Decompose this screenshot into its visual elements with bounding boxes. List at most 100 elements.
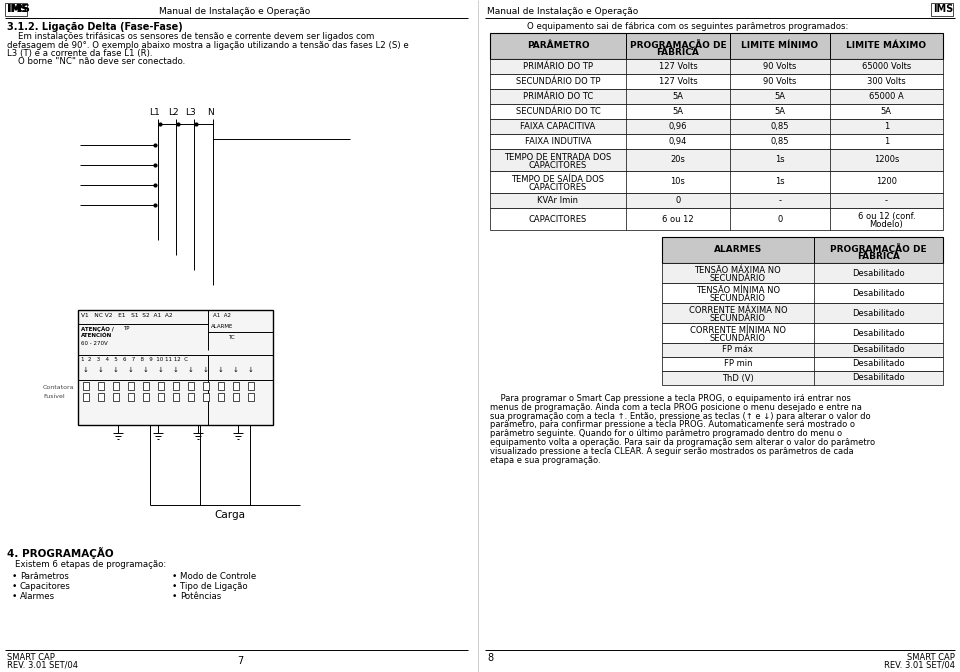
Text: Contatora: Contatora <box>43 385 75 390</box>
Text: L2: L2 <box>168 108 179 117</box>
Text: 127 Volts: 127 Volts <box>659 77 697 86</box>
Text: O equipamento sai de fábrica com os seguintes parâmetros programados:: O equipamento sai de fábrica com os segu… <box>527 22 849 31</box>
Text: •: • <box>172 592 178 601</box>
Text: Parâmetros: Parâmetros <box>20 572 69 581</box>
Text: •: • <box>172 582 178 591</box>
Text: 0,94: 0,94 <box>669 137 687 146</box>
Text: parâmetro seguinte. Quando for o último parâmetro programado dentro do menu o: parâmetro seguinte. Quando for o último … <box>490 429 842 438</box>
Bar <box>248 393 254 401</box>
Bar <box>173 382 179 390</box>
Text: Manual de Instalação e Operação: Manual de Instalação e Operação <box>159 7 311 16</box>
Text: Alarmes: Alarmes <box>20 592 55 601</box>
Bar <box>490 134 943 149</box>
Text: 1: 1 <box>884 137 889 146</box>
Text: 65000 A: 65000 A <box>869 92 903 101</box>
Text: PROGRAMAÇÃO DE: PROGRAMAÇÃO DE <box>830 243 926 254</box>
Text: -: - <box>779 196 781 205</box>
Text: PARÂMETRO: PARÂMETRO <box>527 42 589 50</box>
Text: •: • <box>12 572 17 581</box>
Text: defasagem de 90°. O exemplo abaixo mostra a ligação utilizando a tensão das fase: defasagem de 90°. O exemplo abaixo mostr… <box>7 40 409 50</box>
Text: 300 Volts: 300 Volts <box>867 77 905 86</box>
Text: 60 - 270V: 60 - 270V <box>81 341 108 346</box>
Text: ATENCIÓN: ATENCIÓN <box>81 333 112 338</box>
Text: Para programar o Smart Cap pressione a tecla PROG, o equipamento irá entrar nos: Para programar o Smart Cap pressione a t… <box>490 394 851 403</box>
Bar <box>143 393 149 401</box>
Bar <box>233 382 239 390</box>
Text: ATENÇÃO /: ATENÇÃO / <box>81 326 113 332</box>
Bar <box>188 382 194 390</box>
Text: ↓: ↓ <box>218 367 224 373</box>
Text: IMS: IMS <box>7 4 30 14</box>
Text: TENSÃO MÁXIMA NO: TENSÃO MÁXIMA NO <box>694 266 781 275</box>
Text: equipamento volta a operação. Para sair da programação sem alterar o valor do pa: equipamento volta a operação. Para sair … <box>490 438 876 447</box>
Bar <box>662 263 943 283</box>
Text: 3.1.2. Ligação Delta (Fase-Fase): 3.1.2. Ligação Delta (Fase-Fase) <box>7 22 182 32</box>
Bar <box>490 149 943 171</box>
Text: CORRENTE MÍNIMA NO: CORRENTE MÍNIMA NO <box>690 326 786 335</box>
Text: CAPACITORES: CAPACITORES <box>529 161 588 170</box>
Bar <box>83 382 89 390</box>
Bar <box>83 393 89 401</box>
Text: 65000 Volts: 65000 Volts <box>862 62 911 71</box>
Text: ↓: ↓ <box>158 367 164 373</box>
Bar <box>233 393 239 401</box>
Text: Potências: Potências <box>180 592 221 601</box>
Text: 0,85: 0,85 <box>771 122 789 131</box>
Text: 5A: 5A <box>673 107 684 116</box>
Text: etapa e sua programação.: etapa e sua programação. <box>490 456 601 464</box>
Text: Desabilitado: Desabilitado <box>852 374 904 382</box>
Text: 8: 8 <box>487 653 493 663</box>
Text: ThD (V): ThD (V) <box>722 374 754 382</box>
Text: ALARME: ALARME <box>211 324 233 329</box>
Text: Modo de Controle: Modo de Controle <box>180 572 256 581</box>
Text: FAIXA CAPACITIVA: FAIXA CAPACITIVA <box>520 122 595 131</box>
Text: SECUNDÁRIO DO TP: SECUNDÁRIO DO TP <box>516 77 600 86</box>
Bar <box>158 393 164 401</box>
Text: •: • <box>172 572 178 581</box>
Text: SMART CAP: SMART CAP <box>7 653 55 662</box>
Bar <box>490 193 943 208</box>
Text: ↓: ↓ <box>204 367 209 373</box>
Text: V1   NC V2   E1   S1  S2  A1  A2: V1 NC V2 E1 S1 S2 A1 A2 <box>81 313 173 318</box>
Text: N: N <box>206 108 213 117</box>
Text: CORRENTE MÁXIMA NO: CORRENTE MÁXIMA NO <box>688 306 787 315</box>
Text: 1  2   3   4   5   6   7   8   9  10 11 12  C: 1 2 3 4 5 6 7 8 9 10 11 12 C <box>81 357 188 362</box>
Text: Desabilitado: Desabilitado <box>852 345 904 355</box>
Text: TEMPO DE SAÍDA DOS: TEMPO DE SAÍDA DOS <box>512 175 605 184</box>
Text: FAIXA INDUTIVA: FAIXA INDUTIVA <box>525 137 591 146</box>
Text: sua programação com a tecla ↑. Então, pressione as teclas (↑ e ↓) para alterar o: sua programação com a tecla ↑. Então, pr… <box>490 411 871 421</box>
Text: Modelo): Modelo) <box>870 220 903 229</box>
Text: REV. 3.01 SET/04: REV. 3.01 SET/04 <box>884 661 955 670</box>
Bar <box>218 393 224 401</box>
Text: ALARMES: ALARMES <box>713 245 762 255</box>
Bar <box>490 119 943 134</box>
Text: -: - <box>885 196 888 205</box>
Text: IMS: IMS <box>7 4 27 14</box>
Text: A1  A2: A1 A2 <box>213 313 231 318</box>
Bar <box>188 393 194 401</box>
Text: TP: TP <box>123 326 130 331</box>
Text: TC: TC <box>228 335 234 340</box>
Bar <box>143 382 149 390</box>
Text: 5A: 5A <box>881 107 892 116</box>
Text: CAPACITORES: CAPACITORES <box>529 183 588 192</box>
Text: PROGRAMAÇÃO DE: PROGRAMAÇÃO DE <box>630 39 727 50</box>
Text: Carga: Carga <box>214 510 246 520</box>
Text: 0,85: 0,85 <box>771 137 789 146</box>
Bar <box>98 382 104 390</box>
Text: ↓: ↓ <box>233 367 239 373</box>
Text: L1: L1 <box>150 108 160 117</box>
Text: Tipo de Ligação: Tipo de Ligação <box>180 582 248 591</box>
Text: O borne "NC" não deve ser conectado.: O borne "NC" não deve ser conectado. <box>7 58 185 67</box>
Bar <box>662 357 943 371</box>
Bar <box>490 171 943 193</box>
Text: 5A: 5A <box>775 107 785 116</box>
Text: ↓: ↓ <box>143 367 149 373</box>
Bar <box>248 382 254 390</box>
Text: 1s: 1s <box>775 177 784 187</box>
Bar <box>931 3 953 16</box>
Text: 0,96: 0,96 <box>669 122 687 131</box>
Text: SECUNDÁRIO: SECUNDÁRIO <box>709 334 766 343</box>
Text: parâmetro, para confirmar pressione a tecla PROG. Automaticamente será mostrado : parâmetro, para confirmar pressione a te… <box>490 421 855 429</box>
Text: 1200: 1200 <box>876 177 897 187</box>
